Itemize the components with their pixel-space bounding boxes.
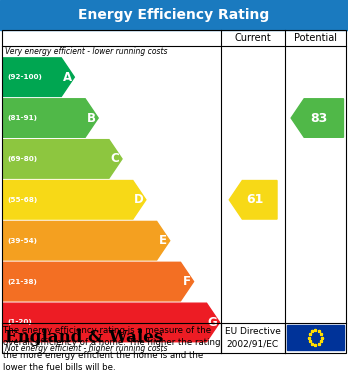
- Text: Not energy efficient - higher running costs: Not energy efficient - higher running co…: [5, 344, 167, 353]
- Text: Energy Efficiency Rating: Energy Efficiency Rating: [78, 8, 270, 22]
- Text: C: C: [110, 152, 119, 165]
- Text: 83: 83: [310, 111, 327, 124]
- Text: England & Wales: England & Wales: [5, 329, 163, 346]
- Polygon shape: [3, 140, 122, 178]
- Text: A: A: [63, 71, 72, 84]
- Text: E: E: [159, 234, 167, 247]
- Text: (92-100): (92-100): [7, 74, 42, 80]
- Polygon shape: [3, 221, 170, 260]
- Polygon shape: [3, 262, 193, 301]
- Text: Very energy efficient - lower running costs: Very energy efficient - lower running co…: [5, 47, 167, 56]
- Text: EU Directive
2002/91/EC: EU Directive 2002/91/EC: [225, 327, 281, 348]
- Polygon shape: [229, 181, 277, 219]
- Text: D: D: [134, 193, 144, 206]
- Text: (39-54): (39-54): [7, 238, 37, 244]
- Text: Potential: Potential: [294, 33, 337, 43]
- Text: F: F: [182, 275, 190, 288]
- Text: (21-38): (21-38): [7, 278, 37, 285]
- Bar: [2, 30, 346, 353]
- Polygon shape: [3, 58, 74, 97]
- Text: B: B: [87, 111, 95, 124]
- Polygon shape: [3, 303, 220, 342]
- Text: (55-68): (55-68): [7, 197, 37, 203]
- Polygon shape: [291, 99, 343, 137]
- Text: Current: Current: [235, 33, 271, 43]
- Text: (69-80): (69-80): [7, 156, 37, 162]
- Polygon shape: [3, 181, 146, 219]
- Text: 61: 61: [246, 193, 263, 206]
- Bar: [0, 0, 348, 30]
- Bar: [287, 325, 344, 350]
- Text: The energy efficiency rating is a measure of the
overall efficiency of a home. T: The energy efficiency rating is a measur…: [3, 326, 221, 372]
- Text: (1-20): (1-20): [7, 319, 32, 325]
- Polygon shape: [3, 99, 98, 137]
- Text: (81-91): (81-91): [7, 115, 37, 121]
- Text: G: G: [207, 316, 217, 329]
